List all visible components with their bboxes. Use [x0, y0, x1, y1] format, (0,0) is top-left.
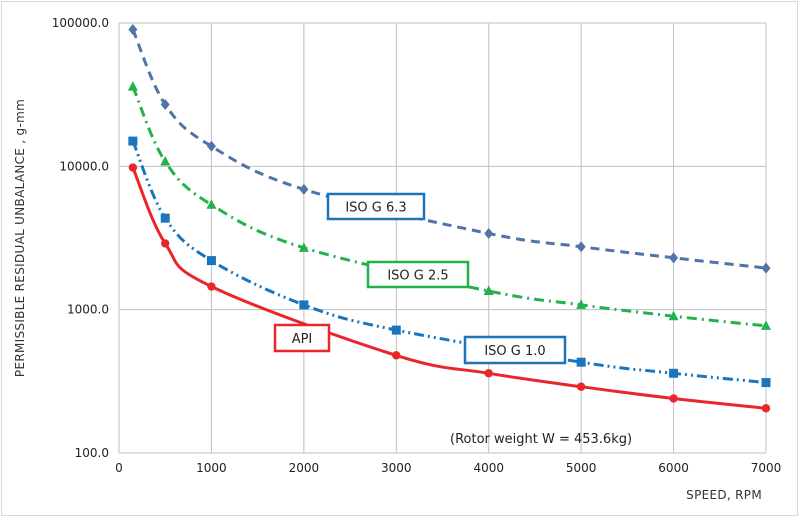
data-point: [761, 262, 771, 274]
data-point: [299, 183, 309, 195]
data-point: [206, 140, 216, 152]
data-point: [207, 282, 216, 291]
callout-box: [273, 323, 331, 353]
x-tick-label: 5000: [566, 461, 597, 475]
data-point: [761, 378, 771, 388]
data-point: [668, 310, 679, 321]
callout-iso-g-2-5: ISO G 2.5: [366, 260, 470, 289]
data-point: [160, 156, 171, 166]
data-point: [484, 369, 493, 378]
y-tick-label: 100.0: [75, 446, 109, 460]
data-point: [128, 24, 138, 36]
y-tick-label: 1000.0: [67, 303, 109, 317]
data-point: [127, 81, 138, 91]
y-tick-label: 10000.0: [59, 159, 109, 173]
callout-label: API: [292, 332, 313, 347]
data-point: [576, 241, 586, 253]
callout-label: ISO G 6.3: [345, 201, 406, 216]
callout-box: [366, 260, 470, 289]
x-tick-label: 1000: [196, 461, 227, 475]
data-point: [391, 325, 401, 335]
data-point: [761, 404, 771, 413]
data-point: [206, 256, 216, 266]
callout-box: [463, 335, 567, 365]
x-axis-ticks: 0 1000 2000 3000 4000 5000 6000 7000: [115, 461, 781, 475]
x-tick-label: 6000: [658, 461, 689, 475]
x-tick-label: 3000: [381, 461, 412, 475]
series-line-iso-g-6-3: [131, 29, 767, 270]
data-point: [128, 136, 138, 146]
x-axis-title: SPEED, RPM: [686, 488, 762, 502]
data-point: [160, 99, 170, 111]
series-iso-g-1-0: [128, 136, 771, 388]
data-point: [761, 320, 771, 330]
x-tick-label: 7000: [751, 461, 782, 475]
data-point: [576, 299, 587, 309]
data-point: [392, 351, 401, 360]
data-point: [576, 357, 586, 367]
series-iso-g-2-5: [127, 81, 771, 330]
callout-api: API: [273, 323, 331, 353]
series-layer: [127, 24, 771, 413]
data-point: [483, 285, 494, 295]
data-point: [299, 300, 309, 310]
data-point: [206, 199, 217, 209]
y-axis-ticks: 100.0 1000.0 10000.0 100000.0: [52, 16, 109, 460]
rotor-weight-note: (Rotor weight W = 453.6kg): [450, 432, 632, 447]
callout-label: ISO G 1.0: [484, 344, 545, 359]
callout-iso-g-1-0: ISO G 1.0: [463, 335, 567, 365]
data-point: [576, 382, 586, 391]
data-point: [161, 239, 170, 248]
callout-label: ISO G 2.5: [387, 269, 448, 284]
callout-box: [326, 192, 426, 221]
x-tick-label: 2000: [289, 461, 320, 475]
x-tick-label: 4000: [473, 461, 504, 475]
data-point: [669, 394, 678, 403]
series-iso-g-6-3: [128, 24, 771, 274]
series-line-api: [131, 167, 767, 410]
y-tick-label: 100000.0: [52, 16, 109, 30]
data-point: [298, 242, 309, 252]
callout-iso-g-6-3: ISO G 6.3: [326, 192, 426, 221]
series-api: [128, 163, 771, 413]
data-point: [160, 213, 170, 223]
data-point: [669, 252, 679, 264]
data-point: [484, 227, 494, 239]
grid: [118, 22, 767, 454]
callout-layer: ISO G 6.3 ISO G 2.5 ISO G 1.0 API: [273, 192, 567, 365]
data-point: [128, 163, 138, 172]
series-line-iso-g-2-5: [131, 86, 767, 328]
y-axis-title: PERMISSIBLE RESIDUAL UNBALANCE , g-mm: [13, 99, 27, 377]
data-point: [669, 368, 679, 378]
x-tick-label: 0: [115, 461, 123, 475]
